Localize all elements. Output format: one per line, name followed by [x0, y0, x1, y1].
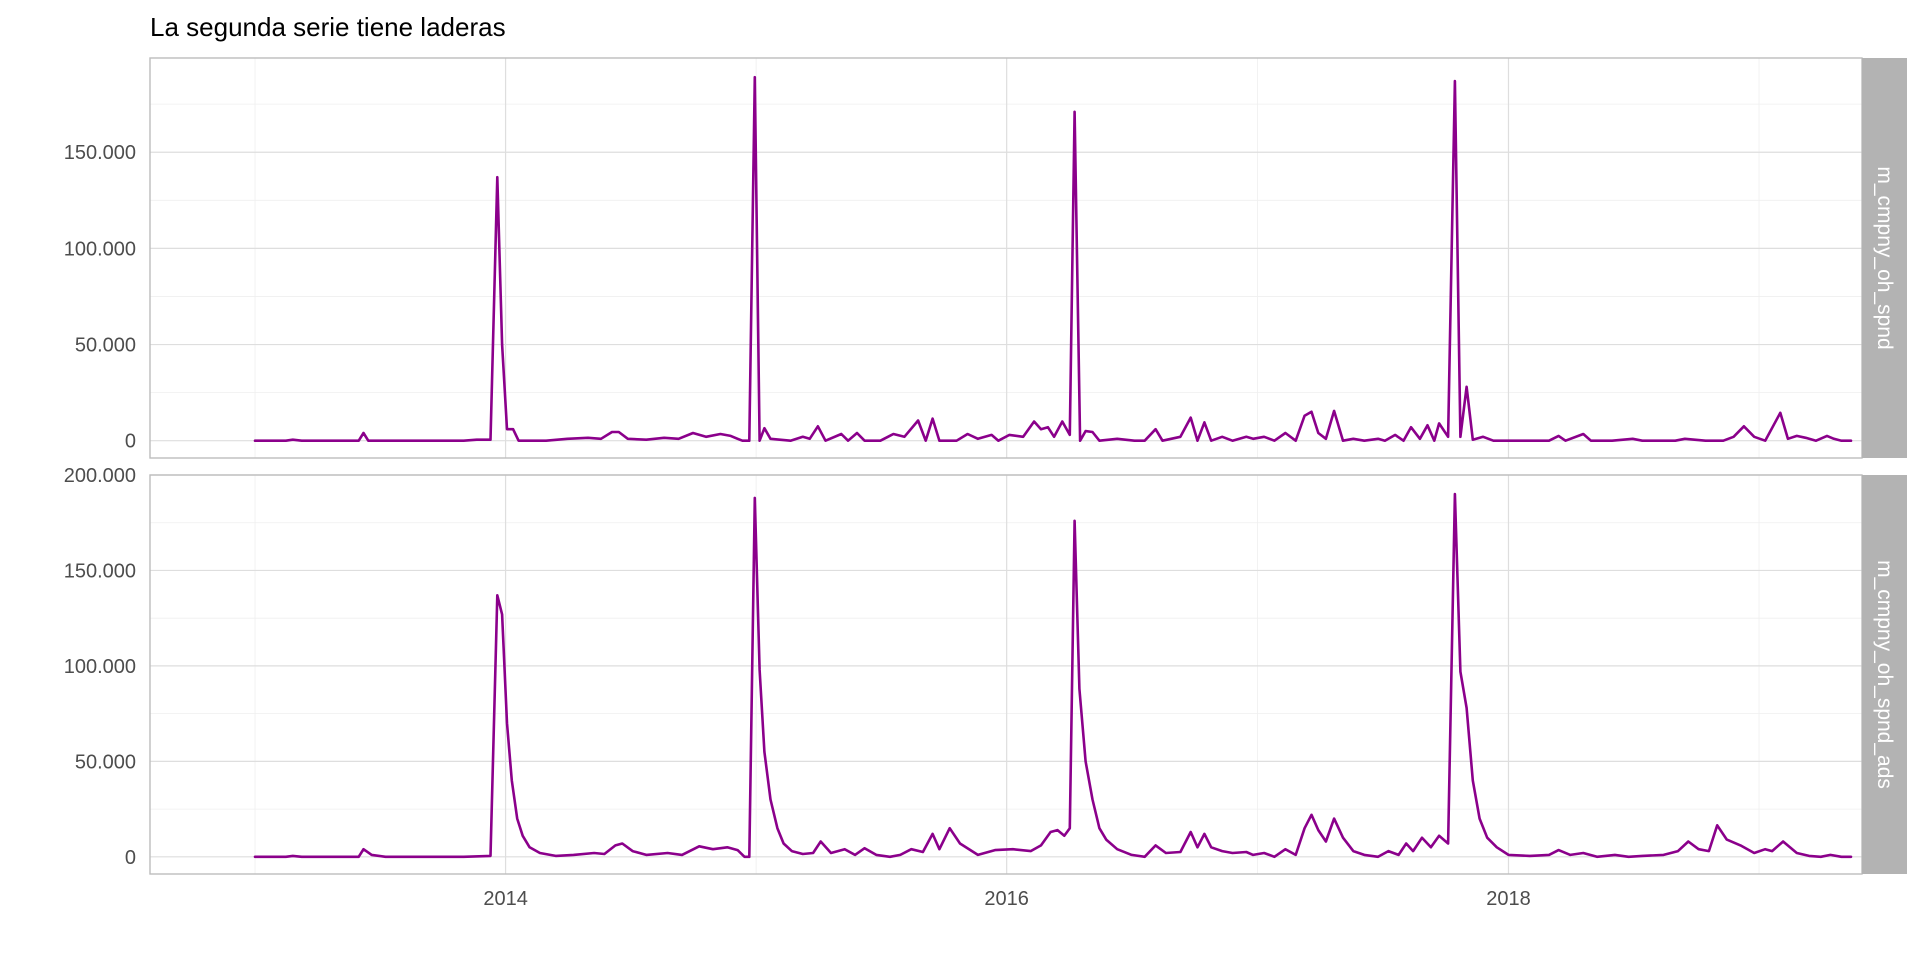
panels: 0 50.000 100.000 150.000 m_cmpny_oh_spnd 0 50.…: [64, 57, 1907, 875]
y-tick-label: 0: [125, 431, 136, 453]
y-tick-label: 50.000: [75, 335, 136, 357]
facet-strip-label: m_cmpny_oh_spnd_ads: [1873, 560, 1896, 789]
panel-border: [149, 474, 1863, 875]
x-tick-label: 2016: [984, 888, 1029, 910]
y-tick-label: 150.000: [64, 142, 136, 164]
y-tick-label: 150.000: [64, 560, 136, 582]
series-line: [253, 492, 1853, 859]
x-tick-label: 2018: [1486, 888, 1531, 910]
y-tick-label: 100.000: [64, 656, 136, 678]
facet-strip: [1862, 475, 1907, 874]
x-axis: 2014 2016 2018: [483, 888, 1530, 910]
y-tick-label: 100.000: [64, 238, 136, 260]
chart-title: La segunda serie tiene laderas: [150, 12, 506, 42]
panel-2: 0 50.000 100.000 150.000 200.000 m_cmpny_oh_s…: [64, 465, 1907, 875]
y-tick-label: 200.000: [64, 465, 136, 487]
series-line: [253, 75, 1853, 443]
facet-strip-label: m_cmpny_oh_spnd: [1873, 166, 1896, 349]
facet-strip: [1862, 58, 1907, 458]
y-tick-label: 0: [125, 847, 136, 869]
x-tick-label: 2014: [483, 888, 528, 910]
panel-border: [149, 57, 1863, 459]
panel-1: 0 50.000 100.000 150.000 m_cmpny_oh_spnd: [64, 57, 1907, 459]
y-tick-label: 50.000: [75, 751, 136, 773]
